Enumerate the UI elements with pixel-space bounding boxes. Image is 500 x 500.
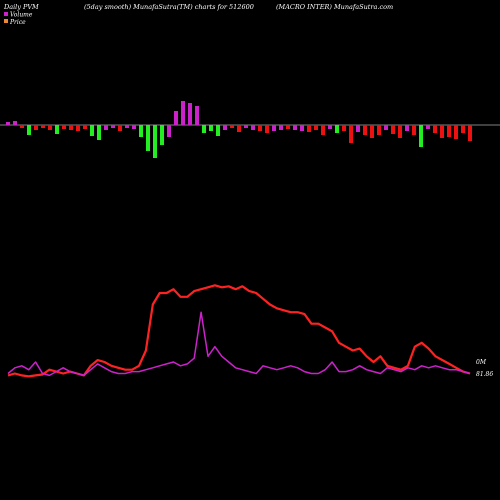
pvm-bar — [27, 125, 31, 135]
pvm-bar — [223, 125, 227, 130]
pvm-bar — [335, 125, 339, 133]
price-volume-lines — [7, 284, 471, 378]
pvm-bar — [258, 125, 262, 131]
pvm-bar — [356, 125, 360, 132]
chart-header-right: (MACRO INTER) MunafaSutra.com — [276, 3, 393, 11]
pvm-bar — [104, 125, 108, 130]
pvm-bar — [202, 125, 206, 133]
pvm-bar — [111, 125, 115, 128]
chart-header-center: (5day smooth) MunafaSutra(TM) charts for… — [84, 3, 254, 11]
pvm-bar — [167, 125, 171, 137]
pvm-bar — [188, 103, 192, 125]
pvm-bar — [286, 125, 290, 129]
pvm-bar — [468, 125, 472, 141]
pvm-bar — [293, 125, 297, 130]
volume-end-label: 0M — [476, 359, 487, 366]
pvm-bar — [62, 125, 66, 129]
pvm-bar — [384, 125, 388, 130]
pvm-bar — [349, 125, 353, 143]
pvm-bar — [272, 125, 276, 131]
pvm-bars — [6, 101, 472, 158]
pvm-bar — [13, 121, 17, 125]
pvm-bar — [328, 125, 332, 129]
pvm-bar — [69, 125, 73, 130]
pvm-bar — [440, 125, 444, 138]
pvm-bar — [433, 125, 437, 133]
pvm-bar — [265, 125, 269, 133]
pvm-bar — [314, 125, 318, 130]
pvm-bar — [370, 125, 374, 138]
pvm-bar — [216, 125, 220, 136]
pvm-bar — [398, 125, 402, 138]
legend-label-price: Price — [9, 19, 26, 26]
pvm-bar — [426, 125, 430, 129]
pvm-bar — [118, 125, 122, 131]
pvm-bar — [307, 125, 311, 132]
pvm-bar — [447, 125, 451, 137]
pvm-bar — [342, 125, 346, 131]
pvm-bar — [83, 125, 87, 129]
pvm-bar — [195, 106, 199, 125]
pvm-bar — [237, 125, 241, 132]
pvm-bar — [405, 125, 409, 131]
pvm-bar — [419, 125, 423, 147]
pvm-bar — [76, 125, 80, 131]
volume-line — [7, 311, 471, 377]
chart-header-left: Daily PVM — [3, 3, 39, 11]
pvm-bar — [461, 125, 465, 133]
pvm-bar — [391, 125, 395, 134]
pvm-bar — [412, 125, 416, 135]
price-end-label: 81.86 — [476, 371, 493, 378]
pvm-bar — [97, 125, 101, 140]
pvm-bar — [209, 125, 213, 131]
pvm-bar — [125, 125, 129, 128]
pvm-bar — [244, 125, 248, 128]
pvm-bar — [20, 125, 24, 128]
pvm-bar — [174, 111, 178, 125]
price-line — [7, 284, 471, 378]
pvm-bar — [454, 125, 458, 139]
pvm-bar — [230, 125, 234, 128]
pvm-bar — [6, 122, 10, 125]
pvm-bar — [160, 125, 164, 145]
pvm-bar — [139, 125, 143, 137]
pvm-bar — [251, 125, 255, 130]
pvm-bar — [34, 125, 38, 130]
pvm-bar — [90, 125, 94, 136]
legend-swatch-price — [4, 19, 8, 23]
pvm-bar — [41, 125, 45, 128]
pvm-bar — [321, 125, 325, 135]
pvm-bar — [55, 125, 59, 134]
legend-swatch-volume — [4, 12, 8, 16]
pvm-bar — [146, 125, 150, 151]
legend-label-volume: Volume — [10, 12, 33, 19]
pvm-bar — [300, 125, 304, 131]
pvm-bar — [181, 101, 185, 125]
pvm-bar — [153, 125, 157, 158]
pvm-bar — [279, 125, 283, 130]
pvm-bar — [48, 125, 52, 130]
pvm-bar — [377, 125, 381, 135]
pvm-bar — [363, 125, 367, 135]
pvm-bar — [132, 125, 136, 129]
